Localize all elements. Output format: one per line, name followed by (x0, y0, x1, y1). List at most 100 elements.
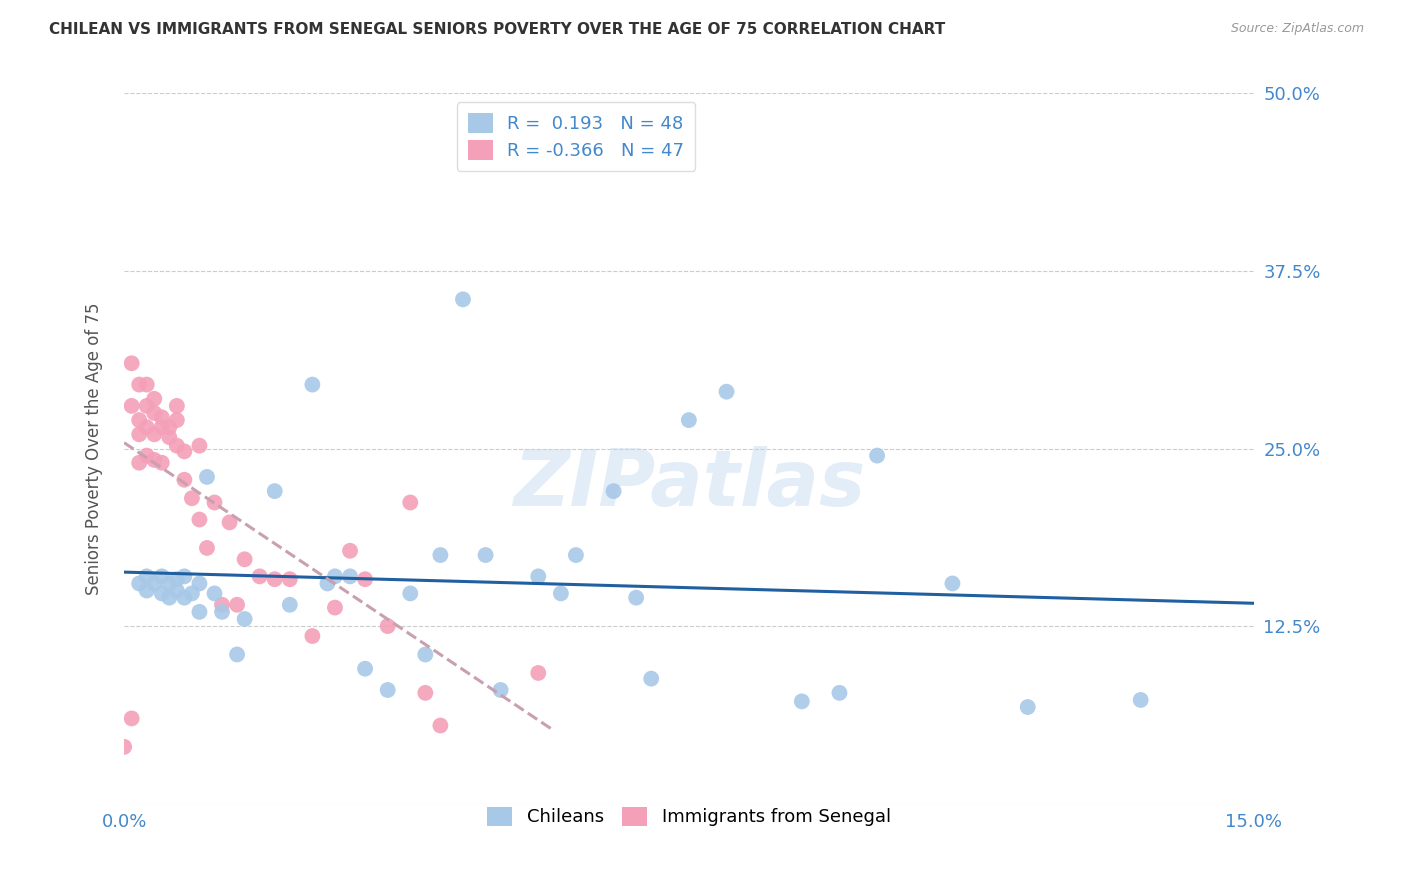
Point (301, 377, 323, 392)
Point (790, 694, 813, 708)
Point (135, 583, 157, 598)
Point (204, 586, 226, 600)
Point (339, 569, 361, 583)
Point (143, 406, 166, 420)
Point (377, 683, 399, 698)
Point (143, 427, 166, 442)
Point (828, 686, 851, 700)
Point (527, 665, 550, 680)
Point (399, 495, 422, 509)
Point (150, 569, 173, 583)
Point (323, 569, 346, 583)
Point (399, 586, 422, 600)
Text: CHILEAN VS IMMIGRANTS FROM SENEGAL SENIORS POVERTY OVER THE AGE OF 75 CORRELATIO: CHILEAN VS IMMIGRANTS FROM SENEGAL SENIO… (49, 22, 945, 37)
Point (173, 569, 195, 583)
Point (211, 605, 233, 619)
Point (166, 399, 188, 413)
Point (128, 377, 150, 392)
Point (1129, 693, 1152, 707)
Point (121, 399, 143, 413)
Point (195, 541, 218, 555)
Point (150, 420, 173, 434)
Point (226, 598, 249, 612)
Point (157, 430, 180, 444)
Legend: Chileans, Immigrants from Senegal: Chileans, Immigrants from Senegal (479, 799, 898, 834)
Point (128, 576, 150, 591)
Point (204, 495, 226, 509)
Point (188, 576, 211, 591)
Point (173, 591, 195, 605)
Point (135, 399, 157, 413)
Point (1017, 700, 1039, 714)
Point (150, 586, 173, 600)
Point (121, 711, 143, 725)
Point (157, 420, 180, 434)
Point (233, 552, 256, 566)
Point (550, 586, 572, 600)
Point (150, 410, 173, 425)
Point (474, 548, 496, 562)
Point (128, 456, 150, 470)
Point (157, 591, 180, 605)
Point (415, 686, 437, 700)
Point (249, 569, 271, 583)
Point (640, 672, 662, 686)
Point (188, 439, 211, 453)
Point (143, 453, 166, 467)
Point (150, 456, 173, 470)
Y-axis label: Seniors Poverty Over the Age of 75: Seniors Poverty Over the Age of 75 (86, 302, 103, 595)
Point (678, 413, 700, 427)
Point (180, 586, 202, 600)
Point (173, 444, 195, 458)
Point (173, 473, 195, 487)
Point (233, 612, 256, 626)
Point (301, 629, 323, 643)
Point (128, 427, 150, 442)
Point (135, 449, 157, 463)
Point (429, 718, 451, 732)
Point (323, 600, 346, 615)
Point (565, 548, 588, 562)
Point (188, 512, 211, 526)
Point (166, 439, 188, 453)
Point (211, 598, 233, 612)
Point (941, 576, 963, 591)
Point (415, 648, 437, 662)
Point (527, 569, 550, 583)
Point (278, 572, 301, 586)
Point (278, 598, 301, 612)
Point (157, 576, 180, 591)
Text: ZIPatlas: ZIPatlas (513, 446, 865, 522)
Point (716, 384, 738, 399)
Point (128, 413, 150, 427)
Point (451, 293, 474, 307)
Point (166, 572, 188, 586)
Point (624, 591, 647, 605)
Point (143, 576, 166, 591)
Point (121, 356, 143, 370)
Point (489, 683, 512, 698)
Point (166, 583, 188, 598)
Point (866, 449, 889, 463)
Point (263, 484, 285, 499)
Point (135, 569, 157, 583)
Point (429, 548, 451, 562)
Point (316, 576, 339, 591)
Point (143, 392, 166, 406)
Point (135, 377, 157, 392)
Point (377, 619, 399, 633)
Point (188, 605, 211, 619)
Text: Source: ZipAtlas.com: Source: ZipAtlas.com (1230, 22, 1364, 36)
Point (263, 572, 285, 586)
Point (166, 413, 188, 427)
Point (354, 662, 377, 676)
Point (180, 491, 202, 506)
Point (195, 470, 218, 484)
Point (112, 739, 135, 754)
Point (218, 516, 240, 530)
Point (135, 420, 157, 434)
Point (602, 484, 624, 499)
Point (339, 543, 361, 558)
Point (354, 572, 377, 586)
Point (226, 648, 249, 662)
